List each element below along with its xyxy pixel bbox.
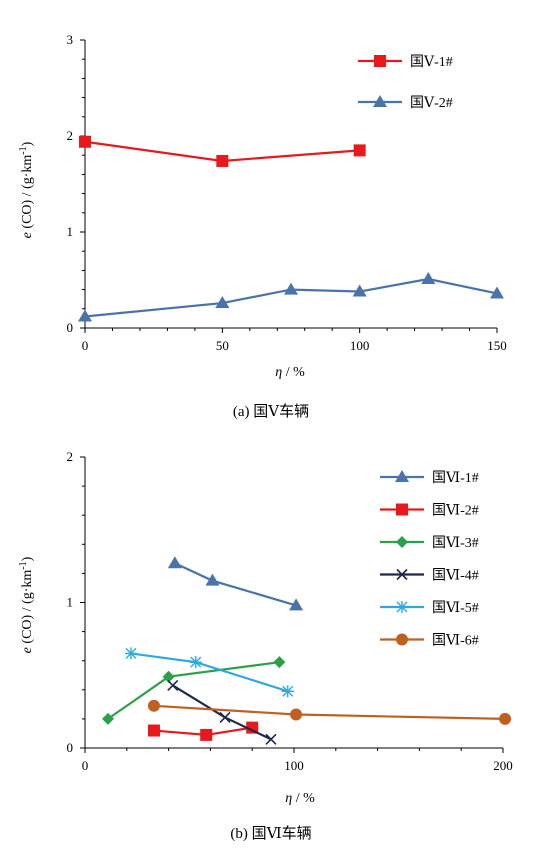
series-4 (167, 679, 277, 745)
data-point (78, 309, 92, 322)
legend-marker (396, 568, 408, 581)
data-point (189, 656, 202, 669)
legend-item: 国Ⅴ-2# (358, 95, 453, 111)
panel-a-caption: (a) 国Ⅴ车辆 (233, 403, 309, 420)
data-point (215, 296, 230, 309)
data-point (200, 728, 213, 741)
legend-marker (396, 536, 408, 548)
series-3 (101, 656, 286, 725)
x-tick-label: 50 (216, 338, 229, 353)
data-point (167, 556, 182, 569)
x-tick-label: 0 (82, 338, 89, 353)
x-tick-label: 200 (493, 758, 513, 773)
data-point (290, 708, 303, 721)
legend-marker (374, 55, 386, 67)
y-tick-label: 2 (67, 449, 74, 464)
panel-b-y-axis-label: e (CO) / (g·km-1) (18, 556, 35, 653)
data-point (499, 712, 512, 725)
data-point (124, 647, 137, 660)
legend-marker (396, 633, 408, 646)
data-point (490, 286, 504, 299)
legend-label: 国Ⅴ-2# (410, 96, 453, 111)
legend-label: 国Ⅵ-6# (432, 634, 479, 649)
data-point (167, 679, 179, 692)
data-point (353, 144, 366, 157)
legend-label: 国Ⅵ-4# (432, 569, 479, 584)
y-tick-label: 0 (67, 320, 74, 335)
legend-marker (373, 95, 387, 107)
panel-b-chart: 0 1 2 0 100 200 国Ⅵ-1# 国Ⅵ-2# 国Ⅵ-3# 国Ⅵ-4# 国Ⅵ-5# 国Ⅵ-6… (18, 449, 513, 842)
legend-item: 国Ⅵ-1# (380, 470, 479, 486)
legend-marker (396, 503, 408, 516)
x-tick-label: 100 (350, 338, 370, 353)
panel-a-y-axis-var: e (20, 232, 35, 238)
series-2 (147, 721, 259, 741)
legend-item: 国Ⅵ-5# (380, 601, 479, 616)
y-tick-label: 0 (67, 740, 74, 755)
series-line (174, 562, 297, 607)
y-tick-label: 2 (67, 128, 74, 143)
series-5 (124, 647, 294, 698)
legend-label: 国Ⅵ-1# (432, 471, 479, 486)
panel-a-y-axis-label: e (CO) / (g·km-1) (18, 141, 35, 238)
legend-item: 国Ⅵ-2# (380, 503, 479, 519)
data-point (216, 154, 229, 167)
data-point (162, 670, 175, 683)
series-line (153, 704, 506, 720)
series-6 (147, 699, 512, 725)
panel-b-x-axis-label: η / % (285, 791, 315, 806)
data-point (284, 282, 298, 295)
x-tick-label: 150 (487, 338, 507, 353)
legend-label: 国Ⅵ-3# (432, 536, 479, 551)
data-point (147, 724, 160, 737)
data-point (205, 573, 220, 586)
legend-item: 国Ⅵ-6# (380, 633, 479, 649)
y-tick-label: 3 (67, 32, 74, 47)
legend-marker (395, 470, 409, 482)
series-2 (78, 272, 504, 322)
legend-item: 国Ⅴ-1# (358, 55, 453, 70)
series-line (84, 277, 498, 318)
legend-label: 国Ⅵ-2# (432, 504, 479, 519)
legend-item: 国Ⅵ-4# (380, 569, 479, 584)
data-point (79, 135, 91, 148)
series-line (107, 661, 280, 720)
x-tick-label: 100 (284, 758, 304, 773)
y-tick-label: 1 (67, 224, 74, 239)
legend-item: 国Ⅵ-3# (380, 536, 479, 551)
data-point (421, 272, 436, 285)
data-point (219, 711, 231, 724)
panel-a-x-axis-label: η / % (275, 365, 305, 380)
legend-marker (396, 601, 408, 613)
series-1 (79, 135, 366, 167)
y-tick-label: 1 (67, 595, 74, 610)
legend-label: 国Ⅵ-5# (432, 601, 479, 616)
panel-b-caption: (b) 国Ⅵ车辆 (230, 825, 311, 842)
data-point (352, 284, 367, 297)
x-tick-label: 0 (82, 758, 89, 773)
panel-a-chart: 0 1 2 3 0 50 100 150 国Ⅴ-1# 国Ⅴ-2# e (CO) / (g·km-… (18, 32, 507, 420)
data-point (101, 712, 114, 725)
data-point (147, 699, 160, 712)
legend-label: 国Ⅴ-1# (410, 55, 453, 70)
data-point (273, 656, 286, 669)
series-1 (167, 556, 304, 611)
data-point (265, 733, 277, 745)
data-point (281, 685, 294, 698)
data-point (289, 598, 304, 611)
